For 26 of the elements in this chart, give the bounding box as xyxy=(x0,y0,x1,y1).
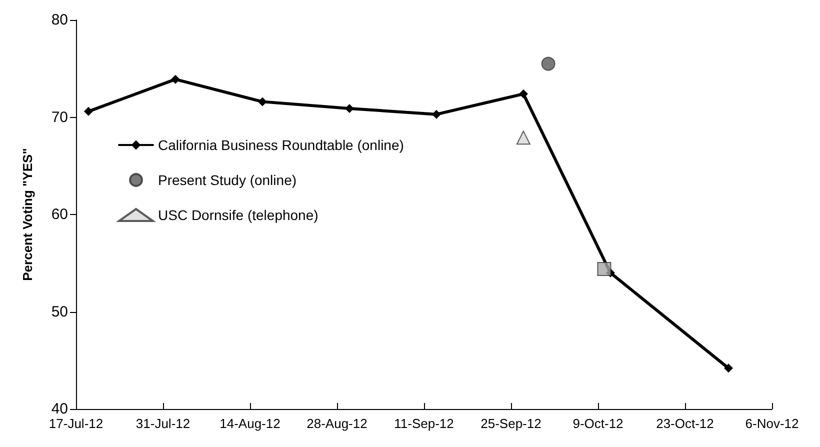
x-tick-label: 6-Nov-12 xyxy=(745,416,799,431)
point xyxy=(518,89,528,98)
point xyxy=(516,130,530,145)
point xyxy=(597,262,612,276)
x-tick-label: 11-Sep-12 xyxy=(394,416,454,431)
y-tick-label: 70 xyxy=(51,108,68,126)
point xyxy=(724,364,733,373)
x-tick-label: 17-Jul-12 xyxy=(48,416,104,431)
legend-label: Present Study (online) xyxy=(158,172,297,188)
y-tick-label: 60 xyxy=(51,206,68,223)
x-tick-label: 9-Oct-12 xyxy=(572,416,624,431)
y-tick-label: 40 xyxy=(51,400,68,418)
x-tick-label: 23-Oct-12 xyxy=(656,416,714,431)
point xyxy=(84,106,93,116)
point xyxy=(170,74,180,84)
legend-label: California Business Roundtable (online) xyxy=(158,137,404,153)
y-tick-label: 80 xyxy=(51,12,68,28)
y-tick-label: 50 xyxy=(51,303,68,320)
x-tick-label: 28-Aug-12 xyxy=(306,416,368,431)
x-tick-label: 14-Aug-12 xyxy=(220,416,280,431)
x-tick-label: 31-Jul-12 xyxy=(136,416,190,431)
legend-label: USC Dornsife (telephone) xyxy=(158,207,318,223)
y-axis-title: Percent Voting "YES" xyxy=(20,148,35,281)
x-tick-label: 25-Sep-12 xyxy=(480,416,542,431)
point xyxy=(541,56,556,71)
point xyxy=(258,97,267,106)
